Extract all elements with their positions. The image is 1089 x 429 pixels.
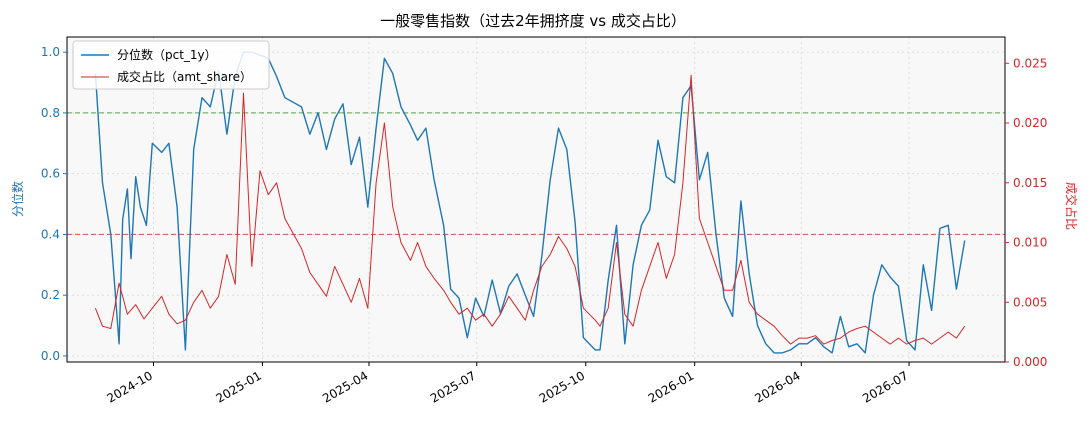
x-tick-label: 2025-10 [537,368,587,405]
series-line-amt-share [94,74,966,345]
x-tick-label: 2025-01 [213,368,263,405]
x-tick-label: 2025-07 [428,368,478,405]
plot-frame [66,36,1006,363]
legend: 分位数（pct_1y） 成交占比（amt_share） [72,40,270,90]
y-left-tick-label: 0.6 [41,167,60,181]
y-left-tick-label: 0.0 [41,349,60,363]
y-right-tick-label: 0.015 [1013,176,1047,190]
x-tick-label: 2025-04 [320,368,370,405]
x-tick-label: 2024-10 [105,368,155,405]
y-right-tick-label: 0.020 [1013,116,1047,130]
legend-box [72,40,270,90]
y-right-tick-label: 0.005 [1013,295,1047,309]
y-left-tick-label: 0.2 [41,288,60,302]
plot-background [67,37,1005,362]
y-right-tick-label: 0.010 [1013,236,1047,250]
x-tick-label: 2026-04 [752,368,802,405]
y-left-tick-label: 0.4 [41,227,60,241]
y-left-tick-label: 1.0 [41,45,60,59]
x-tick-label: 2026-07 [860,368,910,405]
y-right-tick-label: 0.000 [1013,355,1047,369]
y-right-tick-label: 0.025 [1013,56,1047,70]
chart-title: 一般零售指数（过去2年拥挤度 vs 成交占比） [380,12,686,30]
legend-label: 成交占比（amt_share） [117,69,252,84]
y-left-axis-label: 分位数 [10,181,25,217]
legend-label: 分位数（pct_1y） [117,47,217,62]
y-right-axis-label: 成交占比 [1064,182,1079,230]
x-tick-label: 2026-01 [646,368,696,405]
y-left-tick-label: 0.8 [41,106,60,120]
